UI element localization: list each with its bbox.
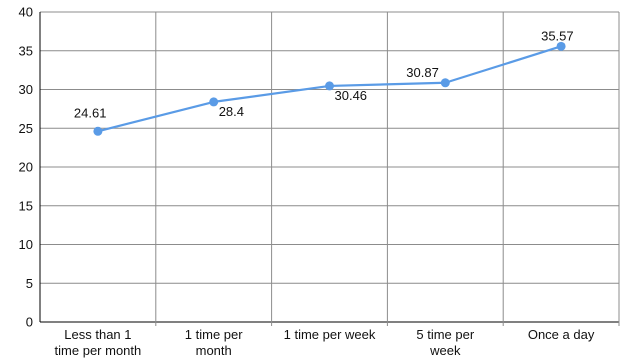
data-label: 24.61 bbox=[74, 105, 107, 120]
data-labels: 24.61 28.4 30.46 30.87 35.57 bbox=[74, 28, 574, 120]
y-tick-label: 5 bbox=[26, 276, 33, 291]
x-tick-label-line: 1 time per week bbox=[284, 327, 376, 342]
y-axis-ticks: 0 5 10 15 20 25 30 35 40 bbox=[19, 5, 33, 330]
x-tick-label-line: month bbox=[196, 343, 232, 358]
y-tick-label: 20 bbox=[19, 160, 33, 175]
y-tick-label: 25 bbox=[19, 121, 33, 136]
x-tick-label: 1 time per month bbox=[185, 327, 243, 358]
data-label: 35.57 bbox=[541, 28, 574, 43]
data-point bbox=[325, 81, 334, 91]
y-tick-label: 0 bbox=[26, 315, 33, 330]
data-label: 30.46 bbox=[335, 88, 368, 103]
x-axis-ticks: Less than 1 time per month 1 time per month… bbox=[55, 327, 595, 358]
data-point bbox=[93, 126, 103, 136]
y-tick-label: 15 bbox=[19, 198, 33, 213]
y-tick-label: 30 bbox=[19, 82, 33, 97]
x-tick-label-line: 5 time per bbox=[416, 327, 474, 342]
data-label: 30.87 bbox=[406, 65, 439, 80]
x-tick-label-line: Less than 1 bbox=[64, 327, 131, 342]
x-tick-label-line: week bbox=[429, 343, 461, 358]
x-tick-label: 5 time per week bbox=[416, 327, 474, 358]
y-tick-label: 35 bbox=[19, 43, 33, 58]
data-point bbox=[556, 41, 566, 51]
y-tick-label: 10 bbox=[19, 237, 33, 252]
data-point bbox=[209, 97, 219, 107]
x-tick-label-line: 1 time per bbox=[185, 327, 243, 342]
x-tick-label-line: Once a day bbox=[528, 327, 595, 342]
x-tick-label: Less than 1 time per month bbox=[55, 327, 142, 358]
data-label: 28.4 bbox=[219, 104, 244, 119]
chart-grid bbox=[39, 11, 620, 326]
chart-series bbox=[93, 41, 566, 136]
y-tick-label: 40 bbox=[19, 5, 33, 20]
data-point bbox=[440, 78, 450, 88]
x-tick-label: Once a day bbox=[528, 327, 595, 342]
x-tick-label: 1 time per week bbox=[284, 327, 376, 342]
x-tick-label-line: time per month bbox=[55, 343, 142, 358]
